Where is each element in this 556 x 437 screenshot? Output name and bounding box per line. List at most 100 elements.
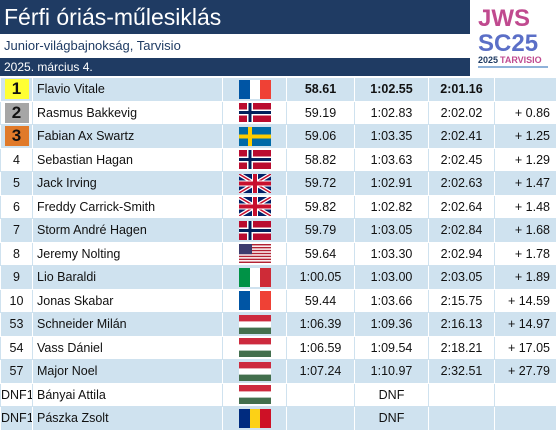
run2-time: 1:09.54 <box>354 335 429 360</box>
athlete-name: Jeremy Nolting <box>32 241 223 266</box>
run2-time: 1:02.83 <box>354 100 429 125</box>
rank-cell: 54 <box>0 335 33 360</box>
rank-cell: DNF1 <box>0 406 33 431</box>
flag-cell <box>222 335 287 360</box>
flag-cell <box>222 218 287 243</box>
athlete-name: Jack Irving <box>32 171 223 196</box>
run1-time: 1:06.59 <box>286 335 355 360</box>
run1-time: 59.19 <box>286 100 355 125</box>
athlete-name: Flavio Vitale <box>32 77 223 102</box>
time-gap: + 1.47 <box>494 171 556 196</box>
run1-time: 1:07.24 <box>286 359 355 384</box>
total-time <box>428 382 495 407</box>
flag-cell <box>222 406 287 431</box>
time-gap: + 1.89 <box>494 265 556 290</box>
athlete-name: Freddy Carrick-Smith <box>32 194 223 219</box>
athlete-name: Sebastian Hagan <box>32 147 223 172</box>
run2-time: 1:09.36 <box>354 312 429 337</box>
time-gap: + 14.59 <box>494 288 556 313</box>
logo-year: 2025 <box>478 55 498 65</box>
table-row: 10 Jonas Skabar 59.44 1:03.66 2:15.75 + 14.59 <box>0 288 556 313</box>
time-gap: + 1.78 <box>494 241 556 266</box>
total-time: 2:02.63 <box>428 171 495 196</box>
rank-cell: 4 <box>0 147 33 172</box>
total-time: 2:32.51 <box>428 359 495 384</box>
rank-cell: 5 <box>0 171 33 196</box>
rank-cell: 53 <box>0 312 33 337</box>
rank-label: 9 <box>13 270 20 285</box>
time-gap: + 1.48 <box>494 194 556 219</box>
run2-time: 1:02.91 <box>354 171 429 196</box>
athlete-name: Major Noel <box>32 359 223 384</box>
rank-label: 57 <box>9 364 24 379</box>
flag-cell <box>222 147 287 172</box>
table-row: 3 Fabian Ax Swartz 59.06 1:03.35 2:02.41 + 1.… <box>0 124 556 149</box>
total-time: 2:02.41 <box>428 124 495 149</box>
rank-cell: DNF1 <box>0 382 33 407</box>
italy-flag <box>238 267 271 287</box>
run1-time <box>286 406 355 431</box>
rank-medal: 1 <box>4 79 29 100</box>
athlete-name: Bányai Attila <box>32 382 223 407</box>
run1-time: 58.61 <box>286 77 355 102</box>
total-time <box>428 406 495 431</box>
run2-time: 1:10.97 <box>354 359 429 384</box>
hungary-flag <box>238 338 271 358</box>
athlete-name: Jonas Skabar <box>32 288 223 313</box>
total-time: 2:18.21 <box>428 335 495 360</box>
sweden-flag <box>238 126 271 146</box>
flag-cell <box>222 241 287 266</box>
results-table: 1 Flavio Vitale 58.61 1:02.55 2:01.16 2 Rasmus… <box>0 77 556 431</box>
run1-time: 59.79 <box>286 218 355 243</box>
table-row: 1 Flavio Vitale 58.61 1:02.55 2:01.16 <box>0 77 556 102</box>
run2-time: 1:03.63 <box>354 147 429 172</box>
flag-cell <box>222 265 287 290</box>
run2-time: 1:02.55 <box>354 77 429 102</box>
flag-cell <box>222 194 287 219</box>
event-date: 2025. március 4. <box>0 58 470 76</box>
total-time: 2:03.05 <box>428 265 495 290</box>
time-gap: + 1.68 <box>494 218 556 243</box>
rank-label: DNF1 <box>1 411 33 426</box>
total-time: 2:16.13 <box>428 312 495 337</box>
total-time: 2:02.94 <box>428 241 495 266</box>
time-gap: + 1.25 <box>494 124 556 149</box>
table-row: 5 Jack Irving 59.72 1:02.91 2:02.63 + 1.47 <box>0 171 556 196</box>
logo-line1: JWS <box>478 5 530 32</box>
usa-flag <box>238 244 271 264</box>
run1-time: 59.06 <box>286 124 355 149</box>
run1-time: 59.72 <box>286 171 355 196</box>
time-gap: + 27.79 <box>494 359 556 384</box>
flag-cell <box>222 382 287 407</box>
time-gap <box>494 382 556 407</box>
time-gap <box>494 406 556 431</box>
time-gap: + 17.05 <box>494 335 556 360</box>
run2-time: DNF <box>354 382 429 407</box>
run2-time: 1:03.00 <box>354 265 429 290</box>
flag-cell <box>222 359 287 384</box>
rank-label: 4 <box>13 152 20 167</box>
run1-time: 59.82 <box>286 194 355 219</box>
time-gap <box>494 77 556 102</box>
run2-time: DNF <box>354 406 429 431</box>
athlete-name: Vass Dániel <box>32 335 223 360</box>
table-row: 57 Major Noel 1:07.24 1:10.97 2:32.51 + 27.79 <box>0 359 556 384</box>
rank-label: 10 <box>9 293 24 308</box>
rank-medal: 2 <box>4 102 29 123</box>
table-row: 6 Freddy Carrick-Smith 59.82 1:02.82 2:02.64… <box>0 194 556 219</box>
hungary-flag <box>238 314 271 334</box>
run2-time: 1:03.30 <box>354 241 429 266</box>
rank-label: 6 <box>13 199 20 214</box>
norway-flag <box>238 220 271 240</box>
romania-flag <box>238 408 271 428</box>
flag-cell <box>222 77 287 102</box>
uk-flag <box>237 195 272 218</box>
table-row: 8 Jeremy Nolting 59.64 1:03.30 2:02.94 + 1.78 <box>0 241 556 266</box>
uk-flag <box>237 172 272 195</box>
total-time: 2:02.64 <box>428 194 495 219</box>
flag-cell <box>222 288 287 313</box>
flag-cell <box>222 171 287 196</box>
france-flag <box>238 79 271 99</box>
run1-time: 59.64 <box>286 241 355 266</box>
table-row: DNF1 Pászka Zsolt DNF <box>0 406 556 431</box>
